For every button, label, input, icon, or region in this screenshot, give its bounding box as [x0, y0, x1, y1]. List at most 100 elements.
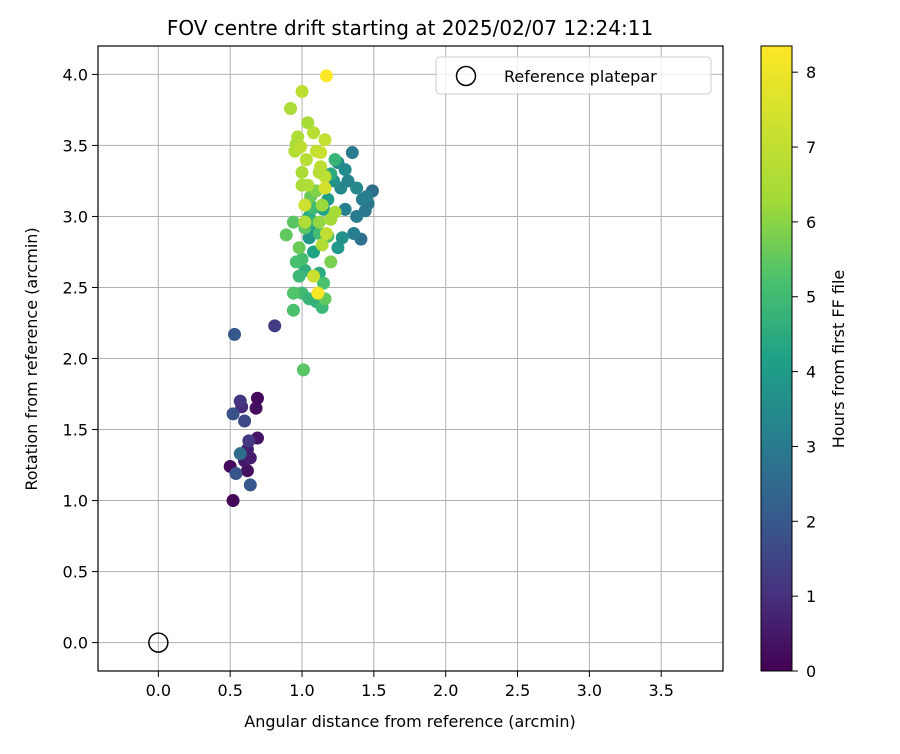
y-tick-label: 0.5 [63, 563, 88, 582]
colorbar-tick-label: 2 [806, 512, 816, 531]
data-point [229, 467, 243, 481]
colorbar-tick-label: 1 [806, 587, 816, 606]
data-point [284, 102, 298, 115]
data-point [319, 69, 333, 83]
data-point [328, 205, 342, 219]
colorbar-tick-label: 7 [806, 138, 816, 157]
data-point [286, 303, 300, 317]
data-point [250, 391, 264, 405]
data-point [345, 146, 359, 160]
data-point [335, 231, 349, 245]
data-point [360, 190, 374, 204]
data-point [317, 276, 331, 290]
data-point [289, 255, 303, 269]
colorbar-gradient [760, 45, 793, 672]
x-tick-label: 1.5 [361, 681, 386, 700]
x-tick-label: 2.0 [433, 681, 458, 700]
data-point [312, 215, 326, 229]
data-point [296, 363, 310, 377]
data-point [292, 269, 306, 283]
chart-title: FOV centre drift starting at 2025/02/07 … [167, 16, 653, 40]
x-axis-label: Angular distance from reference (arcmin) [244, 712, 575, 731]
data-point [286, 215, 300, 229]
y-tick-label: 3.0 [63, 207, 88, 226]
reference-point [148, 632, 169, 653]
data-point [318, 181, 332, 195]
data-point [338, 202, 352, 216]
data-point [312, 165, 326, 179]
data-point [328, 153, 342, 167]
x-tick-label: 3.5 [648, 681, 673, 700]
y-tick-label: 0.0 [63, 634, 88, 653]
data-point [298, 215, 312, 229]
data-point [233, 394, 247, 408]
legend: Reference platepar [435, 56, 712, 95]
y-tick-label: 2.0 [63, 350, 88, 369]
data-point [240, 464, 254, 478]
data-point [307, 269, 321, 283]
colorbar-tick-label: 6 [806, 213, 816, 232]
data-point [294, 140, 308, 154]
data-point [347, 227, 361, 240]
data-point [268, 319, 282, 333]
data-point [311, 286, 325, 300]
y-tick-label: 3.5 [63, 136, 88, 155]
data-point [315, 238, 329, 252]
data-point [324, 255, 338, 269]
data-point [307, 245, 321, 259]
y-tick-label: 4.0 [63, 65, 88, 84]
colorbar: 0 1 2 3 4 5 6 7 8 Hours from first FF file [760, 45, 848, 681]
data-point [301, 178, 315, 192]
legend-box [435, 56, 712, 95]
data-point [249, 401, 263, 415]
data-point [292, 241, 306, 255]
data-point [238, 414, 252, 428]
data-point [298, 198, 312, 212]
data-point [318, 133, 332, 147]
data-point [331, 241, 345, 255]
data-point [299, 153, 313, 167]
data-points [223, 69, 379, 508]
legend-label: Reference platepar [504, 67, 657, 86]
x-axis: 0.0 0.5 1.0 1.5 2.0 2.5 3.0 3.5 [146, 671, 674, 700]
data-point [315, 198, 329, 212]
data-point [301, 116, 315, 130]
colorbar-tick-label: 0 [806, 662, 816, 681]
data-point [226, 494, 240, 508]
data-point [350, 209, 364, 223]
y-axis-label: Rotation from reference (arcmin) [22, 227, 41, 490]
data-point [319, 227, 333, 240]
y-tick-label: 1.0 [63, 492, 88, 511]
data-point [291, 130, 305, 144]
data-point [227, 327, 241, 341]
data-point [338, 163, 352, 177]
colorbar-tick-label: 4 [806, 363, 816, 382]
data-point [242, 434, 256, 448]
colorbar-tick-label: 3 [806, 437, 816, 456]
data-point [279, 228, 293, 242]
colorbar-tick-label: 8 [806, 63, 816, 82]
data-point [243, 478, 257, 492]
colorbar-ticks: 0 1 2 3 4 5 6 7 8 [792, 63, 816, 681]
data-point [233, 447, 247, 461]
x-tick-label: 0.0 [146, 681, 171, 700]
x-tick-label: 3.0 [577, 681, 602, 700]
data-point [314, 146, 328, 160]
data-point [302, 231, 316, 245]
y-axis: 0.0 0.5 1.0 1.5 2.0 2.5 3.0 3.5 4.0 [63, 65, 98, 653]
colorbar-label: Hours from first FF file [829, 270, 848, 449]
data-point [226, 407, 240, 421]
colorbar-tick-label: 5 [806, 288, 816, 307]
x-tick-label: 2.5 [505, 681, 530, 700]
y-tick-label: 1.5 [63, 421, 88, 440]
data-point [350, 181, 364, 195]
legend-marker [455, 65, 477, 87]
x-tick-label: 0.5 [217, 681, 242, 700]
data-point [295, 84, 309, 98]
data-point [295, 165, 309, 179]
data-point [341, 174, 355, 188]
y-tick-label: 2.5 [63, 278, 88, 297]
data-point [286, 286, 300, 300]
